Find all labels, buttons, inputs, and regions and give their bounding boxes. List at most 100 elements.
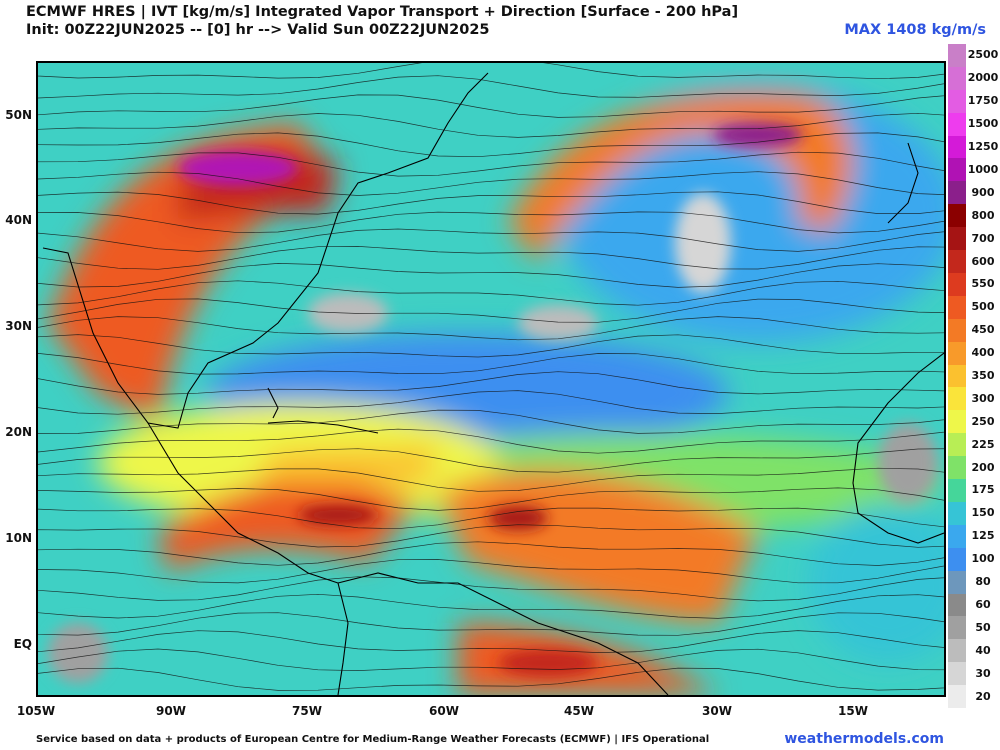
colorbar-level-label: 900 bbox=[971, 185, 995, 199]
colorbar bbox=[948, 44, 966, 709]
colorbar-level-label: 20 bbox=[975, 689, 991, 703]
streamline bbox=[38, 428, 944, 454]
streamline bbox=[38, 648, 944, 671]
streamline bbox=[38, 467, 944, 492]
lon-label-45w: 45W bbox=[564, 704, 594, 718]
colorbar-level-label: 80 bbox=[975, 575, 991, 589]
colorbar-swatch bbox=[948, 639, 966, 663]
streamline bbox=[38, 507, 944, 530]
lat-label-30n: 30N bbox=[5, 319, 32, 333]
colorbar-swatch bbox=[948, 570, 966, 594]
colorbar-swatch bbox=[948, 662, 966, 686]
colorbar-swatch bbox=[948, 685, 966, 709]
ivt-field-layer bbox=[48, 83, 944, 695]
lat-label-50n: 50N bbox=[5, 108, 32, 122]
colorbar-level-label: 40 bbox=[975, 643, 991, 657]
streamline bbox=[38, 228, 944, 252]
streamline bbox=[38, 593, 944, 619]
colorbar-swatch bbox=[948, 158, 966, 182]
colorbar-swatch bbox=[948, 135, 966, 159]
colorbar-swatch bbox=[948, 456, 966, 480]
streamline bbox=[38, 334, 944, 358]
colorbar-level-label: 100 bbox=[971, 552, 995, 566]
colorbar-swatch bbox=[948, 501, 966, 526]
colorbar-level-label: 1250 bbox=[967, 140, 999, 154]
streamline bbox=[38, 263, 944, 288]
colorbar-swatch bbox=[948, 479, 966, 503]
colorbar-swatch bbox=[948, 433, 966, 457]
lon-label-15w: 15W bbox=[838, 704, 868, 718]
colorbar-swatch bbox=[948, 547, 966, 572]
ivt-map-canvas bbox=[38, 63, 944, 695]
colorbar-swatch bbox=[948, 112, 966, 137]
streamline bbox=[38, 353, 944, 375]
colorbar-level-label: 500 bbox=[971, 300, 995, 314]
colorbar-level-label: 1500 bbox=[967, 117, 999, 131]
north-america-coast bbox=[42, 72, 489, 429]
streamline bbox=[38, 371, 944, 395]
colorbar-swatch bbox=[948, 181, 966, 205]
lon-label-90w: 90W bbox=[156, 704, 186, 718]
lon-label-75w: 75W bbox=[292, 704, 322, 718]
coastlines bbox=[42, 72, 944, 695]
colorbar-level-label: 175 bbox=[971, 483, 995, 497]
max-value-label: MAX 1408 kg/m/s bbox=[844, 22, 986, 38]
colorbar-level-label: 350 bbox=[971, 369, 995, 382]
colorbar-level-label: 300 bbox=[971, 391, 995, 405]
colorbar-level-label: 2500 bbox=[967, 48, 999, 62]
site-watermark: weathermodels.com bbox=[784, 731, 944, 747]
colorbar-swatch bbox=[948, 410, 966, 434]
colorbar-swatch bbox=[948, 593, 966, 617]
ivt-max-cores bbox=[48, 123, 938, 683]
colorbar-level-label: 1000 bbox=[967, 162, 999, 176]
streamline bbox=[38, 316, 944, 341]
colorbar-level-label: 200 bbox=[971, 460, 995, 474]
lat-label-10n: 10N bbox=[5, 531, 32, 545]
streamline bbox=[38, 171, 944, 196]
streamline bbox=[38, 94, 944, 118]
south-america-north-coast bbox=[337, 572, 669, 695]
colorbar-level-label: 50 bbox=[975, 620, 991, 634]
colorbar-swatch bbox=[948, 387, 966, 411]
lat-label-40n: 40N bbox=[5, 213, 32, 227]
colorbar-swatch bbox=[948, 44, 966, 68]
colorbar-swatch bbox=[948, 204, 966, 228]
streamline bbox=[38, 667, 944, 691]
colorbar-level-label: 600 bbox=[971, 254, 995, 268]
streamline bbox=[38, 246, 944, 270]
streamline bbox=[38, 630, 944, 653]
colorbar-level-label: 2000 bbox=[967, 71, 999, 85]
streamline bbox=[38, 559, 944, 584]
streamline bbox=[38, 211, 944, 234]
lat-label-eq: EQ bbox=[13, 637, 32, 651]
streamline bbox=[38, 487, 944, 511]
colorbar-swatch bbox=[948, 616, 966, 640]
colorbar-swatch bbox=[948, 250, 966, 274]
colorbar-swatch bbox=[948, 227, 966, 251]
central-america-coast bbox=[147, 422, 339, 584]
streamline bbox=[38, 524, 944, 548]
lon-label-105w: 105W bbox=[16, 704, 56, 718]
init-valid-line: Init: 00Z22JUN2025 -- [0] hr --> Valid S… bbox=[26, 22, 490, 38]
colorbar-level-label: 60 bbox=[975, 597, 991, 611]
lat-label-20n: 20N bbox=[5, 425, 32, 439]
colorbar-swatch bbox=[948, 295, 966, 320]
footer-credit: Service based on data + products of Euro… bbox=[36, 734, 710, 745]
colorbar-swatch bbox=[948, 318, 966, 343]
streamline bbox=[38, 191, 944, 215]
streamline bbox=[38, 280, 944, 306]
florida-coast bbox=[267, 387, 279, 419]
south-america-west-coast bbox=[337, 582, 349, 695]
streamline bbox=[38, 298, 944, 323]
streamline bbox=[38, 576, 944, 602]
streamline bbox=[38, 541, 944, 566]
map-title: ECMWF HRES | IVT [kg/m/s] Integrated Vap… bbox=[26, 4, 739, 20]
streamline bbox=[38, 409, 944, 434]
colorbar-swatch bbox=[948, 341, 966, 366]
streamline bbox=[38, 151, 944, 177]
colorbar-level-label: 700 bbox=[971, 231, 995, 245]
colorbar-level-label: 125 bbox=[971, 529, 995, 543]
lon-label-60w: 60W bbox=[429, 704, 459, 718]
lon-label-30w: 30W bbox=[702, 704, 732, 718]
streamline bbox=[38, 390, 944, 415]
